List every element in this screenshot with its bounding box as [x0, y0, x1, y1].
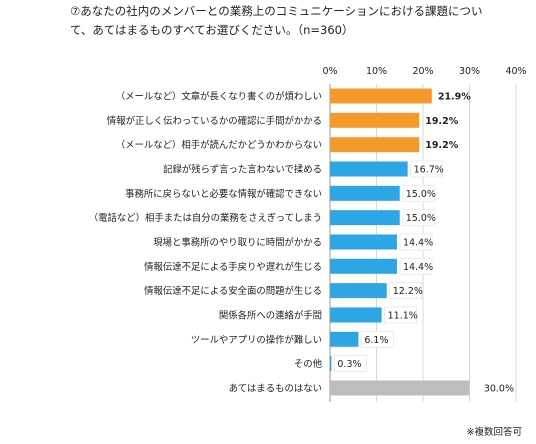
bar [330, 88, 432, 104]
value-label-box [402, 184, 436, 202]
category-label: （メールなど）相手が読んだかどうかわからない [116, 139, 322, 151]
category-label: 現場と事務所のやり取りに時間がかかる [153, 236, 322, 248]
value-label: 16.7% [414, 164, 444, 175]
value-label-box [410, 160, 444, 178]
bar [330, 380, 470, 396]
category-label: あてはまるものはない [229, 383, 322, 394]
category-label: （メールなど）文章が長くなり書くのが煩わしい [116, 91, 322, 103]
x-tick-label: 10% [366, 66, 387, 77]
x-tick-label: 20% [412, 66, 433, 77]
question-line-1: ⑦あなたの社内のメンバーとの業務上のコミュニケーションにおける課題につい [70, 4, 483, 18]
value-label-box [399, 257, 433, 275]
x-tick-label: 40% [505, 66, 526, 77]
category-label: 情報伝達不足による手戻りや遅れが生じる [144, 261, 322, 273]
bar [330, 356, 332, 372]
value-label: 19.2% [425, 140, 458, 151]
category-label: ツールやアプリの操作が難しい [191, 334, 322, 346]
bar [330, 161, 408, 177]
x-tick-label: 0% [322, 66, 337, 77]
value-label: 30.0% [484, 383, 514, 394]
category-label: その他 [294, 358, 323, 370]
category-label: 情報伝達不足による安全面の問題が生じる [144, 285, 322, 297]
value-label: 6.1% [364, 335, 388, 346]
category-label: 事務所に戻らないと必要な情報が確認できない [125, 188, 322, 200]
value-label-box [399, 233, 433, 251]
value-label: 14.4% [403, 237, 433, 248]
bar [330, 331, 359, 347]
value-label: 14.4% [403, 262, 433, 273]
value-label-box [402, 209, 436, 227]
value-label: 21.9% [438, 92, 471, 103]
bar [330, 307, 382, 323]
value-label-box [389, 282, 423, 300]
category-label: 関係各所への連絡が手間 [219, 309, 322, 321]
bar [330, 185, 400, 201]
category-label: （電話など）相手または自分の業務をさえぎってしまう [89, 212, 322, 224]
question-title: ⑦あなたの社内のメンバーとの業務上のコミュニケーションにおける課題につい て、あ… [70, 2, 520, 40]
bar [330, 234, 397, 250]
category-label: 情報が正しく伝わっているかの確認に手間がかかる [107, 115, 322, 127]
category-label: 記録が残らず言った言わないで揉める [163, 163, 322, 175]
bar [330, 258, 397, 274]
value-label-box [333, 355, 367, 373]
value-label: 0.3% [337, 359, 361, 370]
bar [330, 210, 400, 226]
x-tick-label: 30% [459, 66, 480, 77]
bar [330, 283, 387, 299]
value-label: 11.1% [388, 310, 418, 321]
value-label: 19.2% [425, 116, 458, 127]
footnote: ※複数回答可 [466, 427, 522, 438]
value-label-box [360, 330, 394, 348]
question-line-2: て、あてはまるものすべてお選びください。（n=360） [70, 23, 354, 37]
bar [330, 112, 420, 128]
value-label-box [384, 306, 418, 324]
value-label: 12.2% [393, 286, 423, 297]
value-label: 15.0% [406, 189, 436, 200]
bar [330, 137, 420, 153]
value-label: 15.0% [406, 213, 436, 224]
